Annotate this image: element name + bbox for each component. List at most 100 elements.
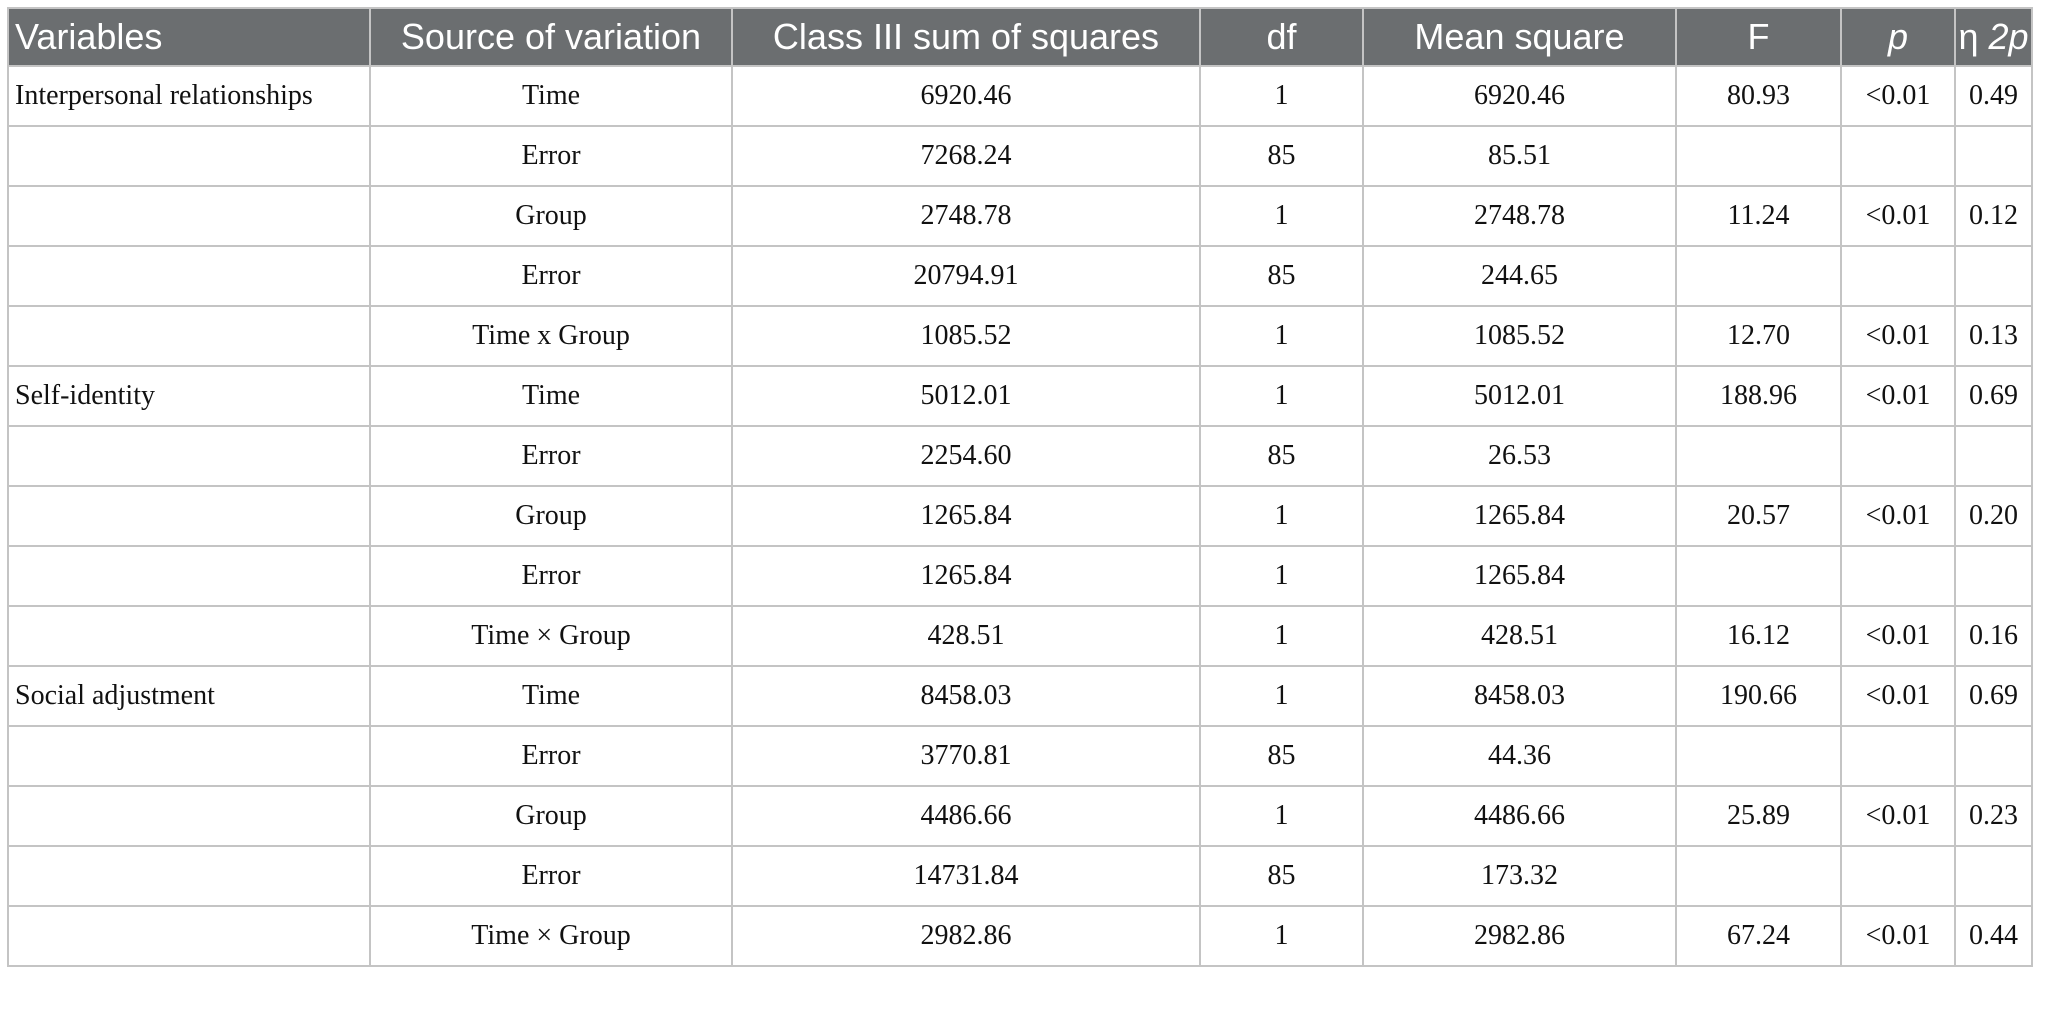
cell-source: Group	[369, 485, 733, 547]
cell-eta-squared: 0.23	[1954, 785, 2033, 847]
cell-sum-of-squares: 14731.84	[731, 845, 1201, 907]
cell-p: <0.01	[1840, 905, 1956, 967]
cell-variable	[7, 245, 371, 307]
cell-p	[1840, 545, 1956, 607]
cell-f	[1675, 845, 1842, 907]
cell-mean-square: 2748.78	[1362, 185, 1677, 247]
table-body: Interpersonal relationships Time 6920.46 1 6…	[7, 65, 2033, 967]
cell-source: Time x Group	[369, 305, 733, 367]
cell-variable	[7, 185, 371, 247]
header-eta-squared: η 2p	[1954, 7, 2033, 67]
header-row: Variables Source of variation Class III …	[7, 7, 2033, 67]
cell-p: <0.01	[1840, 365, 1956, 427]
cell-variable	[7, 545, 371, 607]
cell-mean-square: 428.51	[1362, 605, 1677, 667]
cell-variable: Social adjustment	[7, 665, 371, 727]
cell-p	[1840, 725, 1956, 787]
cell-eta-squared: 0.69	[1954, 365, 2033, 427]
cell-df: 85	[1199, 425, 1364, 487]
cell-p: <0.01	[1840, 485, 1956, 547]
table-row: Time × Group 428.51 1 428.51 16.12 <0.01 0.16	[7, 605, 2033, 667]
cell-source: Error	[369, 845, 733, 907]
cell-df: 1	[1199, 485, 1364, 547]
cell-df: 1	[1199, 905, 1364, 967]
cell-sum-of-squares: 1085.52	[731, 305, 1201, 367]
cell-df: 1	[1199, 665, 1364, 727]
cell-p: <0.01	[1840, 185, 1956, 247]
cell-f	[1675, 245, 1842, 307]
cell-variable	[7, 845, 371, 907]
cell-p: <0.01	[1840, 785, 1956, 847]
cell-df: 1	[1199, 65, 1364, 127]
cell-mean-square: 85.51	[1362, 125, 1677, 187]
cell-mean-square: 1265.84	[1362, 545, 1677, 607]
cell-variable: Interpersonal relationships	[7, 65, 371, 127]
cell-p: <0.01	[1840, 665, 1956, 727]
cell-f	[1675, 425, 1842, 487]
cell-sum-of-squares: 4486.66	[731, 785, 1201, 847]
cell-variable	[7, 905, 371, 967]
header-p: p	[1840, 7, 1956, 67]
cell-mean-square: 6920.46	[1362, 65, 1677, 127]
header-variables: Variables	[7, 7, 371, 67]
cell-mean-square: 244.65	[1362, 245, 1677, 307]
cell-source: Time × Group	[369, 905, 733, 967]
cell-df: 85	[1199, 125, 1364, 187]
cell-source: Error	[369, 425, 733, 487]
header-df: df	[1199, 7, 1364, 67]
cell-source: Time	[369, 65, 733, 127]
eta-symbol: η	[1958, 16, 1979, 57]
table-row: Time × Group 2982.86 1 2982.86 67.24 <0.01 0.4…	[7, 905, 2033, 967]
cell-f: 80.93	[1675, 65, 1842, 127]
cell-mean-square: 8458.03	[1362, 665, 1677, 727]
table-row: Group 4486.66 1 4486.66 25.89 <0.01 0.23	[7, 785, 2033, 847]
cell-eta-squared: 0.20	[1954, 485, 2033, 547]
table-row: Self-identity Time 5012.01 1 5012.01 188.96 <0…	[7, 365, 2033, 427]
cell-mean-square: 1085.52	[1362, 305, 1677, 367]
cell-mean-square: 1265.84	[1362, 485, 1677, 547]
cell-sum-of-squares: 6920.46	[731, 65, 1201, 127]
cell-eta-squared: 0.13	[1954, 305, 2033, 367]
eta-subscript: 2p	[1988, 16, 2029, 57]
cell-source: Time × Group	[369, 605, 733, 667]
cell-source: Group	[369, 185, 733, 247]
cell-df: 1	[1199, 185, 1364, 247]
cell-f: 11.24	[1675, 185, 1842, 247]
cell-sum-of-squares: 2982.86	[731, 905, 1201, 967]
cell-sum-of-squares: 5012.01	[731, 365, 1201, 427]
cell-mean-square: 173.32	[1362, 845, 1677, 907]
cell-variable	[7, 125, 371, 187]
cell-source: Time	[369, 365, 733, 427]
table-row: Error 1265.84 1 1265.84	[7, 545, 2033, 607]
cell-sum-of-squares: 1265.84	[731, 485, 1201, 547]
cell-mean-square: 5012.01	[1362, 365, 1677, 427]
cell-eta-squared	[1954, 545, 2033, 607]
cell-eta-squared: 0.16	[1954, 605, 2033, 667]
cell-sum-of-squares: 3770.81	[731, 725, 1201, 787]
cell-eta-squared	[1954, 125, 2033, 187]
cell-df: 85	[1199, 245, 1364, 307]
cell-source: Error	[369, 725, 733, 787]
table-row: Group 2748.78 1 2748.78 11.24 <0.01 0.12	[7, 185, 2033, 247]
table-row: Error 20794.91 85 244.65	[7, 245, 2033, 307]
table-container: Variables Source of variation Class III …	[7, 7, 2033, 967]
cell-p	[1840, 425, 1956, 487]
cell-sum-of-squares: 428.51	[731, 605, 1201, 667]
cell-f: 190.66	[1675, 665, 1842, 727]
cell-df: 1	[1199, 305, 1364, 367]
anova-table: Variables Source of variation Class III …	[7, 7, 2033, 967]
cell-eta-squared: 0.44	[1954, 905, 2033, 967]
table-row: Error 7268.24 85 85.51	[7, 125, 2033, 187]
table-row: Error 2254.60 85 26.53	[7, 425, 2033, 487]
cell-eta-squared: 0.49	[1954, 65, 2033, 127]
cell-variable: Self-identity	[7, 365, 371, 427]
cell-df: 1	[1199, 605, 1364, 667]
cell-eta-squared: 0.69	[1954, 665, 2033, 727]
cell-variable	[7, 785, 371, 847]
cell-source: Error	[369, 545, 733, 607]
header-f: F	[1675, 7, 1842, 67]
cell-sum-of-squares: 20794.91	[731, 245, 1201, 307]
table-row: Interpersonal relationships Time 6920.46 1 6…	[7, 65, 2033, 127]
cell-source: Error	[369, 125, 733, 187]
cell-eta-squared: 0.12	[1954, 185, 2033, 247]
